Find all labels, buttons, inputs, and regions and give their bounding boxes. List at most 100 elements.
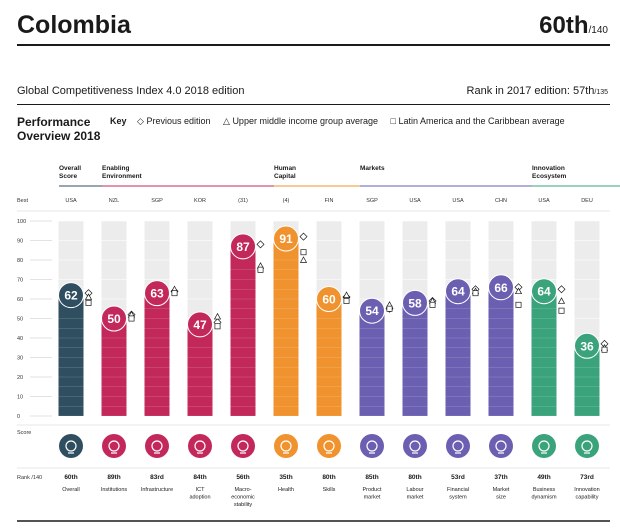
infrastructure-icon [145, 434, 169, 458]
legend-upper-middle-income: △ Upper middle income group average [223, 116, 379, 126]
best-performer: DEU [581, 198, 593, 204]
score-bar [273, 238, 299, 416]
previous-edition-marker [299, 232, 308, 241]
score-bar [230, 246, 256, 416]
icon-glyph [581, 440, 593, 452]
score-value: 64 [451, 285, 465, 299]
pillar-label: adoption [189, 495, 210, 501]
score-value: 87 [236, 240, 250, 254]
score-value: 47 [193, 318, 207, 332]
y-tick-label: 70 [17, 278, 23, 284]
pillar-label: Market [493, 487, 510, 493]
icon-glyph [108, 440, 120, 452]
macroeconomic-stability-icon [231, 434, 255, 458]
pillar-label: Skills [323, 487, 336, 493]
pillar-label: Health [278, 487, 294, 493]
pillar-rank: 73rd [580, 474, 594, 481]
score-value: 64 [537, 285, 551, 299]
score-bar [488, 287, 514, 416]
product-market-icon [360, 434, 384, 458]
pillar-rank: 80th [408, 474, 421, 481]
pillar-label: market [407, 495, 424, 501]
latin-america-marker [386, 305, 393, 312]
pillar-label: size [496, 495, 506, 501]
upper-middle-income-marker [213, 312, 222, 320]
upper-middle-income-marker [514, 287, 523, 295]
latin-america-marker [601, 346, 608, 353]
group-title-line2: Ecosystem [532, 173, 567, 180]
group-title-line1: Innovation [532, 165, 565, 172]
pillar-label: Business [533, 487, 556, 493]
y-tick-label: 60 [17, 297, 23, 303]
icon-glyph [452, 440, 464, 452]
pillar-label: dynamism [531, 495, 556, 501]
pillar-label: Overall [62, 487, 79, 493]
score-axis-label: Score [17, 430, 31, 436]
latin-america-marker [85, 299, 92, 306]
score-value: 66 [494, 281, 508, 295]
group-title-line1: Markets [360, 165, 385, 172]
y-tick-label: 10 [17, 395, 23, 401]
score-value: 54 [365, 304, 379, 318]
innovation-capability-icon [575, 434, 599, 458]
y-tick-label: 20 [17, 375, 23, 381]
score-bubble [316, 286, 342, 312]
icon-glyph [366, 440, 378, 452]
previous-edition-marker [557, 285, 566, 294]
pillar-rank: 35th [279, 474, 292, 481]
score-value: 50 [107, 312, 121, 326]
pillar-rank: 89th [107, 474, 120, 481]
pillar-rank: 60th [64, 474, 77, 481]
latin-america-marker [343, 298, 350, 304]
score-bubble [144, 280, 170, 307]
y-tick-label: 0 [17, 414, 20, 420]
score-bar [402, 302, 428, 416]
rank-total: /140 [588, 25, 608, 36]
institutions-icon [102, 434, 126, 458]
pillar-label: economic [231, 495, 255, 501]
y-tick-label: 40 [17, 336, 23, 342]
icon-glyph [538, 440, 550, 452]
score-bubble [402, 289, 428, 316]
latin-america-marker [429, 301, 436, 308]
header-divider [17, 44, 610, 46]
overall-score-icon [59, 434, 83, 458]
pillar-label: system [449, 495, 467, 501]
upper-middle-income-marker [557, 297, 566, 304]
group-title-line2: Score [59, 173, 77, 180]
score-bar [359, 310, 385, 416]
group-title-line1: Human [274, 165, 296, 172]
performance-title-line1: Performance [17, 115, 91, 129]
score-bubble [445, 278, 471, 305]
latin-america-marker [214, 323, 221, 330]
skills-icon [317, 434, 341, 458]
pillar-label: Labour [406, 487, 423, 493]
score-bubble [230, 233, 256, 260]
y-tick-label: 80 [17, 258, 23, 264]
pillar-rank: 80th [322, 474, 335, 481]
best-performer: KOR [194, 198, 206, 204]
score-bar [445, 291, 471, 416]
best-performer: SGP [151, 198, 163, 204]
pillar-rank: 84th [193, 474, 206, 481]
pillar-rank: 53rd [451, 474, 465, 481]
icon-glyph [495, 440, 507, 452]
overall-rank: 60th/140 [539, 12, 608, 40]
best-label: Best [17, 198, 28, 204]
icon-glyph [323, 440, 335, 452]
performance-title: Performance Overview 2018 [17, 115, 117, 143]
pillar-label: Product [363, 487, 382, 493]
pillar-rank: 85th [365, 474, 378, 481]
best-performer: (4) [283, 198, 290, 204]
legend-key-label: Key [110, 116, 127, 126]
icon-glyph [237, 440, 249, 452]
icon-glyph [280, 440, 292, 452]
y-tick-label: 30 [17, 356, 23, 362]
score-bubble [187, 311, 213, 338]
latin-america-marker [558, 307, 565, 314]
previous-rank: Rank in 2017 edition: 57th/135 [467, 85, 608, 97]
score-value: 36 [580, 339, 594, 353]
score-bar [144, 293, 170, 416]
health-icon [274, 434, 298, 458]
score-bubble [359, 297, 385, 324]
